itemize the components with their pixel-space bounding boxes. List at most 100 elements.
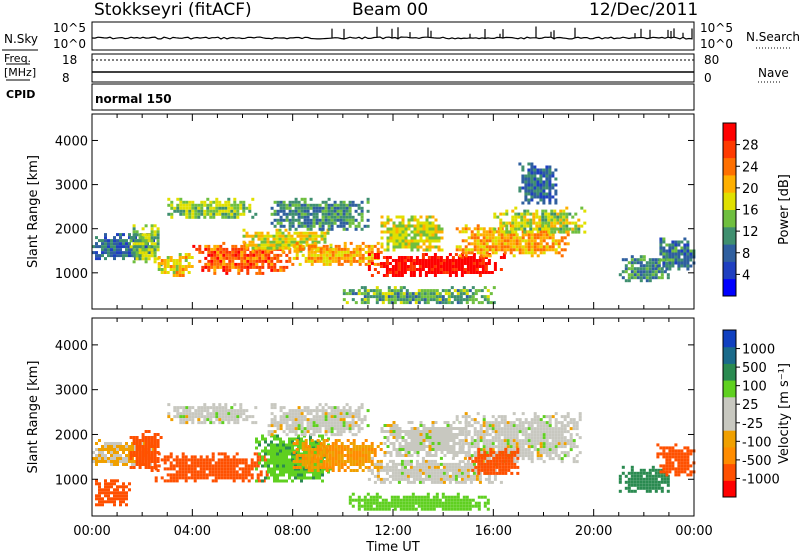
panel-velocity-cell bbox=[545, 445, 549, 449]
panel-power-cell bbox=[357, 206, 361, 210]
panel-power-cell bbox=[354, 224, 358, 228]
panel-velocity-cell bbox=[193, 458, 197, 462]
panel-velocity-cell bbox=[318, 430, 322, 434]
panel-power-cell bbox=[392, 221, 396, 225]
panel-power-cell bbox=[270, 262, 274, 266]
panel-power-cell bbox=[311, 234, 315, 238]
panel-power-cell bbox=[219, 253, 223, 257]
panel-velocity-cell bbox=[392, 421, 396, 424]
panel-velocity-cell bbox=[318, 415, 322, 419]
panel-velocity-cell bbox=[391, 471, 395, 475]
panel-velocity-cell bbox=[206, 415, 210, 419]
panel-velocity-cell bbox=[554, 421, 558, 425]
panel-velocity-cell bbox=[315, 421, 319, 425]
panel-velocity-cell bbox=[349, 448, 353, 451]
panel-velocity-cell bbox=[176, 409, 180, 413]
panel-power-cell bbox=[559, 221, 563, 225]
panel-velocity-cell bbox=[307, 448, 311, 451]
panel-velocity-cell bbox=[247, 467, 251, 471]
panel-velocity-cell bbox=[400, 468, 404, 472]
panel-velocity-cell bbox=[476, 412, 480, 416]
panel-velocity-cell bbox=[530, 430, 534, 434]
panel-velocity-cell bbox=[318, 427, 322, 431]
panel-velocity-cell bbox=[264, 437, 267, 441]
panel-velocity-cell bbox=[215, 406, 219, 410]
panel-velocity-cell bbox=[188, 418, 192, 422]
panel-power-cell bbox=[671, 252, 675, 256]
panel-velocity-cell bbox=[506, 424, 510, 428]
panel-power-cell bbox=[269, 240, 273, 244]
panel-velocity-cell bbox=[470, 439, 474, 443]
panel-power-cell bbox=[473, 242, 477, 246]
panel-power-cell bbox=[175, 274, 179, 277]
panel-velocity-cell bbox=[428, 439, 432, 442]
panel-power-cell bbox=[376, 271, 380, 274]
panel-power-cell bbox=[349, 259, 353, 263]
panel-velocity-cell bbox=[181, 461, 185, 465]
panel-velocity-cell bbox=[410, 436, 414, 439]
panel-power-cell bbox=[275, 246, 279, 250]
panel-power-cell bbox=[327, 206, 331, 210]
panel-velocity-cell bbox=[557, 433, 561, 437]
panel-power-cell bbox=[416, 239, 420, 243]
panel-velocity-cell bbox=[125, 460, 128, 463]
panel-velocity-cell bbox=[273, 430, 277, 434]
panel-velocity-cell bbox=[107, 460, 110, 463]
panel-power-cell bbox=[518, 186, 522, 190]
panel-velocity-cell bbox=[291, 467, 294, 471]
panel-power-cell bbox=[249, 259, 253, 263]
panel-power-cell bbox=[228, 262, 232, 266]
panel-power-cell bbox=[408, 298, 412, 302]
panel-velocity-cell bbox=[181, 452, 185, 456]
panel-velocity-cell bbox=[135, 463, 139, 466]
panel-velocity-cell bbox=[122, 488, 125, 492]
panel-velocity-cell bbox=[436, 480, 440, 484]
panel-power-cell bbox=[378, 298, 382, 302]
panel-velocity-cell bbox=[199, 458, 203, 462]
panel-velocity-cell bbox=[527, 451, 531, 455]
panel-power-cell bbox=[309, 212, 313, 216]
panel-velocity-cell bbox=[173, 406, 177, 410]
panel-velocity-cell bbox=[203, 406, 207, 410]
panel-power-cell bbox=[144, 242, 148, 246]
panel-velocity-cell bbox=[116, 457, 119, 460]
panel-velocity-cell bbox=[294, 430, 298, 434]
panel-power-cell bbox=[527, 201, 531, 205]
panel-velocity-cell bbox=[241, 467, 245, 471]
panel-velocity-cell bbox=[300, 424, 304, 428]
panel-power-cell bbox=[433, 253, 437, 256]
panel-power-cell bbox=[185, 209, 189, 213]
panel-velocity-cell bbox=[515, 427, 519, 431]
panel-velocity-cell bbox=[144, 460, 148, 463]
panel-power-cell bbox=[621, 258, 625, 262]
panel-velocity-cell bbox=[404, 439, 408, 442]
panel-power-cell bbox=[135, 239, 139, 243]
panel-velocity-cell bbox=[230, 406, 234, 410]
panel-velocity-cell bbox=[331, 457, 335, 460]
panel-velocity-cell bbox=[428, 427, 432, 430]
panel-power-cell bbox=[621, 276, 625, 280]
panel-velocity-cell bbox=[307, 457, 311, 460]
panel-power-cell bbox=[430, 271, 434, 274]
panel-velocity-cell bbox=[355, 445, 359, 448]
panel-power-cell bbox=[536, 236, 540, 240]
panel-power-cell bbox=[396, 292, 400, 296]
panel-velocity-cell bbox=[309, 412, 313, 416]
panel-velocity-cell bbox=[409, 468, 413, 472]
panel-power-cell bbox=[213, 265, 217, 269]
panel-power-cell bbox=[339, 203, 343, 207]
panel-power-cell bbox=[207, 247, 211, 251]
panel-power-cell bbox=[375, 286, 379, 290]
panel-velocity-cell bbox=[551, 439, 555, 443]
panel-velocity-cell bbox=[395, 433, 399, 436]
panel-power-cell bbox=[197, 206, 201, 210]
panel-velocity-cell bbox=[345, 412, 349, 416]
panel-power-cell bbox=[309, 203, 313, 207]
panel-power-cell bbox=[273, 218, 277, 222]
panel-power-cell bbox=[481, 256, 485, 259]
panel-power-cell bbox=[541, 224, 545, 228]
panel-power-cell bbox=[216, 250, 220, 254]
panel-power-cell bbox=[483, 286, 487, 290]
freq-tick-high: 18 bbox=[62, 53, 77, 67]
panel-power-cell bbox=[303, 197, 307, 201]
